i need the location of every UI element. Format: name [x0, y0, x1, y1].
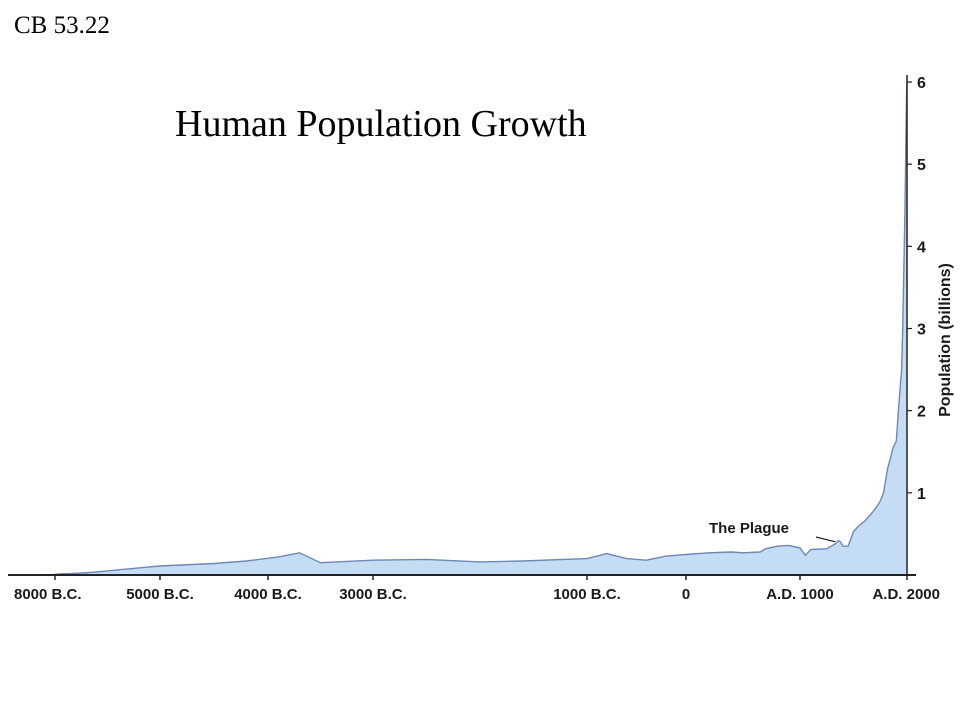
- x-tick-label: 3000 B.C.: [339, 586, 407, 603]
- x-tick-label: 1000 B.C.: [553, 586, 621, 603]
- x-tick-label: A.D. 1000: [766, 586, 834, 603]
- slide-corner-label: CB 53.22: [14, 12, 110, 39]
- y-axis-label: Population (billions): [937, 263, 954, 417]
- y-tick-label: 4: [917, 239, 926, 256]
- y-tick-label: 1: [917, 486, 926, 503]
- annotation-leader-line: [815, 536, 836, 543]
- annotation-label: The Plague: [709, 520, 789, 537]
- x-tick-label: 0: [682, 586, 690, 603]
- y-tick-label: 5: [917, 157, 926, 174]
- x-tick-label: A.D. 2000: [872, 586, 940, 603]
- x-tick-label: 5000 B.C.: [126, 586, 194, 603]
- x-tick-label: 4000 B.C.: [234, 586, 302, 603]
- y-tick-label: 2: [917, 404, 926, 421]
- x-tick-label: 8000 B.C.: [14, 586, 82, 603]
- y-tick-label: 6: [917, 75, 926, 92]
- population-line: [54, 81, 908, 575]
- population-area: [55, 82, 907, 575]
- chart-title: Human Population Growth: [175, 103, 587, 145]
- y-tick-label: 3: [917, 322, 926, 339]
